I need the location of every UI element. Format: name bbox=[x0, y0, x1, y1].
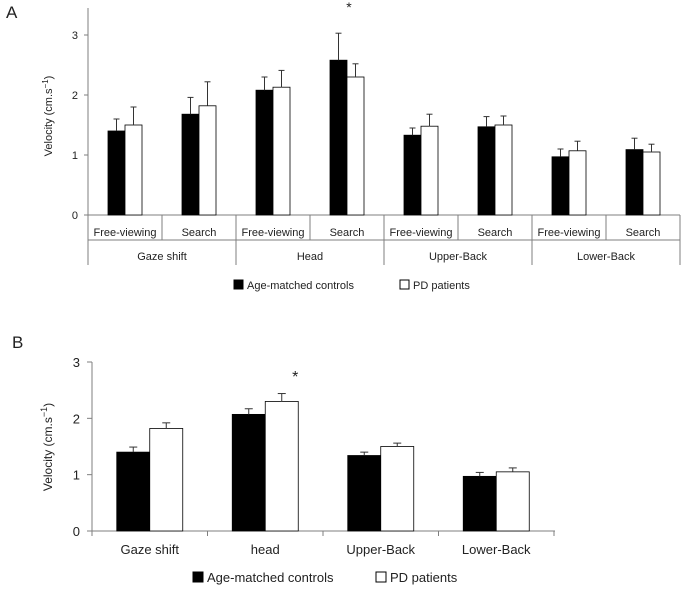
panel-a-category-label: Search bbox=[626, 227, 661, 239]
panel-a-category-label: Free-viewing bbox=[242, 227, 305, 239]
panel-a-y-tick-label: 2 bbox=[72, 90, 78, 102]
panel-a-bar-controls bbox=[625, 149, 644, 216]
panel-a-bar-patients bbox=[198, 105, 217, 216]
panel-a-group-label: Lower-Back bbox=[577, 251, 636, 263]
panel-a-bar-patients bbox=[494, 124, 513, 216]
panel-b-y-axis-label: Velocity (cm.s−1) bbox=[39, 403, 55, 491]
panel-b-category-label: Upper-Back bbox=[346, 542, 415, 557]
panel-b-bar-patients bbox=[495, 471, 530, 532]
panel-b-significance-asterisk: * bbox=[292, 369, 298, 386]
panel-a-bar-patients bbox=[642, 151, 661, 216]
panel-a-bar-controls bbox=[403, 134, 422, 216]
panel-a-y-tick-label: 1 bbox=[72, 150, 78, 162]
panel-a-bar-controls bbox=[329, 59, 348, 216]
panel-a-category-label: Free-viewing bbox=[538, 227, 601, 239]
panel-b-legend-label-controls: Age-matched controls bbox=[207, 570, 334, 585]
panel-a-chart: A Velocity (cm.s−1) 0 1 2 3 Free-viewing Sear… bbox=[6, 0, 681, 292]
panel-a-bar-patients bbox=[346, 76, 365, 216]
panel-b-category-label: Gaze shift bbox=[120, 542, 179, 557]
panel-a-y-tick-label: 0 bbox=[72, 210, 78, 222]
panel-b-bar-controls bbox=[231, 413, 266, 532]
panel-a-group-label: Upper-Back bbox=[429, 251, 488, 263]
panel-b-y-tick-label: 0 bbox=[73, 524, 80, 539]
panel-b-bar-patients bbox=[380, 446, 415, 532]
panel-b-bar-patients bbox=[149, 428, 184, 532]
panel-a-group-label: Gaze shift bbox=[137, 251, 187, 263]
panel-b-y-tick-label: 3 bbox=[73, 355, 80, 370]
panel-a-label: A bbox=[6, 3, 18, 22]
panel-a-y-tick-label: 3 bbox=[72, 30, 78, 42]
panel-b-chart: B Velocity (cm.s−1) 0 1 2 3 Gaze shift head Up… bbox=[12, 333, 555, 585]
panel-a-bar-controls bbox=[181, 113, 200, 216]
panel-a-bar-controls bbox=[477, 126, 496, 216]
panel-a-bar-patients bbox=[420, 125, 439, 216]
panel-b-category-label: Lower-Back bbox=[462, 542, 531, 557]
panel-b-y-tick-label: 2 bbox=[73, 411, 80, 426]
panel-b-bar-controls bbox=[462, 475, 497, 532]
panel-b-bar-patients bbox=[264, 401, 299, 532]
panel-b-legend-label-patients: PD patients bbox=[390, 570, 458, 585]
panel-a-bar-patients bbox=[124, 124, 143, 216]
panel-a-category-label: Search bbox=[330, 227, 365, 239]
panel-b-y-tick-label: 1 bbox=[73, 468, 80, 483]
panel-b-legend-swatch-controls bbox=[192, 571, 204, 583]
panel-a-significance-asterisk: * bbox=[346, 0, 352, 15]
panel-a-bar-patients bbox=[568, 150, 587, 216]
panel-a-group-label: Head bbox=[297, 251, 323, 263]
panel-b-bar-controls bbox=[116, 451, 151, 532]
panel-a-bar-controls bbox=[107, 130, 126, 216]
panel-b-label: B bbox=[12, 333, 23, 352]
panel-a-category-label: Search bbox=[182, 227, 217, 239]
panel-a-legend-label-patients: PD patients bbox=[413, 280, 470, 292]
panel-a-bar-patients bbox=[272, 86, 291, 216]
panel-a-bar-controls bbox=[551, 156, 570, 216]
panel-b-legend-swatch-patients bbox=[375, 571, 387, 583]
panel-a-legend-label-controls: Age-matched controls bbox=[247, 280, 354, 292]
panel-b-bar-controls bbox=[347, 455, 382, 532]
panel-b-category-label: head bbox=[251, 542, 280, 557]
panel-a-category-label: Search bbox=[478, 227, 513, 239]
panel-a-category-label: Free-viewing bbox=[390, 227, 453, 239]
panel-a-legend-swatch-controls bbox=[233, 279, 244, 290]
panel-a-category-label: Free-viewing bbox=[94, 227, 157, 239]
panel-a-legend-swatch-patients bbox=[399, 279, 410, 290]
panel-a-y-axis-label: Velocity (cm.s−1) bbox=[41, 76, 55, 157]
panel-a-bar-controls bbox=[255, 89, 274, 216]
